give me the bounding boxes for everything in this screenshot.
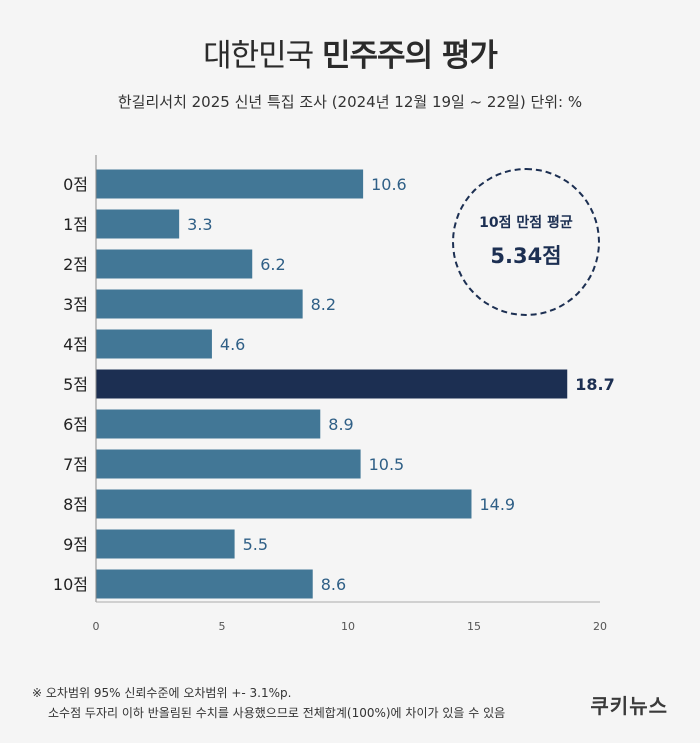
brand-logo: 쿠키뉴스 [590, 694, 668, 718]
value-label-4: 4.6 [220, 335, 245, 354]
category-label-3: 3점 [63, 295, 88, 314]
value-label-6: 8.9 [328, 415, 353, 434]
title-light: 대한민국 [203, 38, 314, 74]
category-label-2: 2점 [63, 255, 88, 274]
category-label-0: 0점 [63, 175, 88, 194]
footnote-line-2: 소수점 두자리 이하 반올림된 수치를 사용했으므로 전체합계(100%)에 차… [48, 706, 506, 720]
category-label-1: 1점 [63, 215, 88, 234]
bar-4 [96, 329, 212, 359]
value-label-7: 10.5 [369, 455, 405, 474]
value-label-3: 8.2 [311, 295, 336, 314]
chart-title: 대한민국 민주주의 평가 [0, 30, 700, 75]
bar-8 [96, 489, 472, 519]
x-tick-label-3: 15 [467, 620, 481, 633]
bar-9 [96, 529, 235, 559]
bar-10 [96, 569, 313, 599]
callout-value: 5.34점 [490, 244, 562, 268]
category-label-8: 8점 [63, 495, 88, 514]
value-label-8: 14.9 [479, 495, 515, 514]
footnote-line-1: ※ 오차범위 95% 신뢰수준에 오차범위 +- 3.1%p. [32, 686, 292, 700]
category-label-6: 6점 [63, 415, 88, 434]
x-tick-label-0: 0 [93, 620, 100, 633]
value-label-9: 5.5 [243, 535, 268, 554]
chart-subtitle: 한길리서치 2025 신년 특집 조사 (2024년 12월 19일 ~ 22일… [117, 93, 583, 111]
callout-label: 10점 만점 평균 [479, 215, 573, 231]
category-label-5: 5점 [63, 375, 88, 394]
title-bold: 민주주의 평가 [322, 38, 498, 74]
value-label-10: 8.6 [321, 575, 346, 594]
category-label-7: 7점 [63, 455, 88, 474]
category-label-9: 9점 [63, 535, 88, 554]
bar-2 [96, 249, 253, 279]
x-tick-label-2: 10 [341, 620, 355, 633]
x-tick-label-1: 5 [219, 620, 226, 633]
x-tick-label-4: 20 [593, 620, 607, 633]
value-label-1: 3.3 [187, 215, 212, 234]
value-label-0: 10.6 [371, 175, 407, 194]
footnote: ※ 오차범위 95% 신뢰수준에 오차범위 +- 3.1%p. 소수점 두자리 … [32, 683, 505, 723]
bar-7 [96, 449, 361, 479]
average-callout: 10점 만점 평균 5.34점 [452, 168, 600, 316]
value-label-5: 18.7 [575, 375, 614, 394]
bar-6 [96, 409, 321, 439]
category-label-10: 10점 [53, 575, 88, 594]
bar-5 [96, 369, 568, 399]
bar-1 [96, 209, 180, 239]
category-label-4: 4점 [63, 335, 88, 354]
bar-3 [96, 289, 303, 319]
value-label-2: 6.2 [260, 255, 285, 274]
bar-0 [96, 169, 364, 199]
